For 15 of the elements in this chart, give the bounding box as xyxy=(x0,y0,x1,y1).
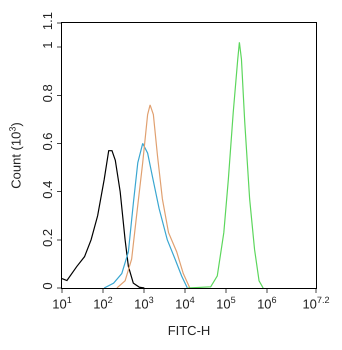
y-tick-label: 0 xyxy=(40,282,55,290)
x-axis-title: FITC-H xyxy=(168,323,210,338)
x-tick-label: 10$^{5}$ xyxy=(216,295,236,312)
x-tick-label: 10$^{3}$ xyxy=(134,295,154,312)
x-tick-label: 10$^{2}$ xyxy=(93,295,113,312)
x-tick-label: 10$^{6}$ xyxy=(257,295,277,312)
x-tick-label: 10$^{4}$ xyxy=(175,295,195,312)
y-tick-label: 1 xyxy=(40,42,55,49)
y-tick-label: 0.6 xyxy=(40,132,55,151)
x-tick-label: 10$^{7.2}$ xyxy=(302,295,330,312)
y-tick-label: 0.2 xyxy=(40,228,55,247)
y-tick-label: 1.1 xyxy=(40,12,55,30)
y-tick-label: 0.4 xyxy=(40,180,55,199)
y-tick-label: 0.8 xyxy=(40,84,55,102)
x-tick-label: 10$^{1}$ xyxy=(52,295,72,312)
